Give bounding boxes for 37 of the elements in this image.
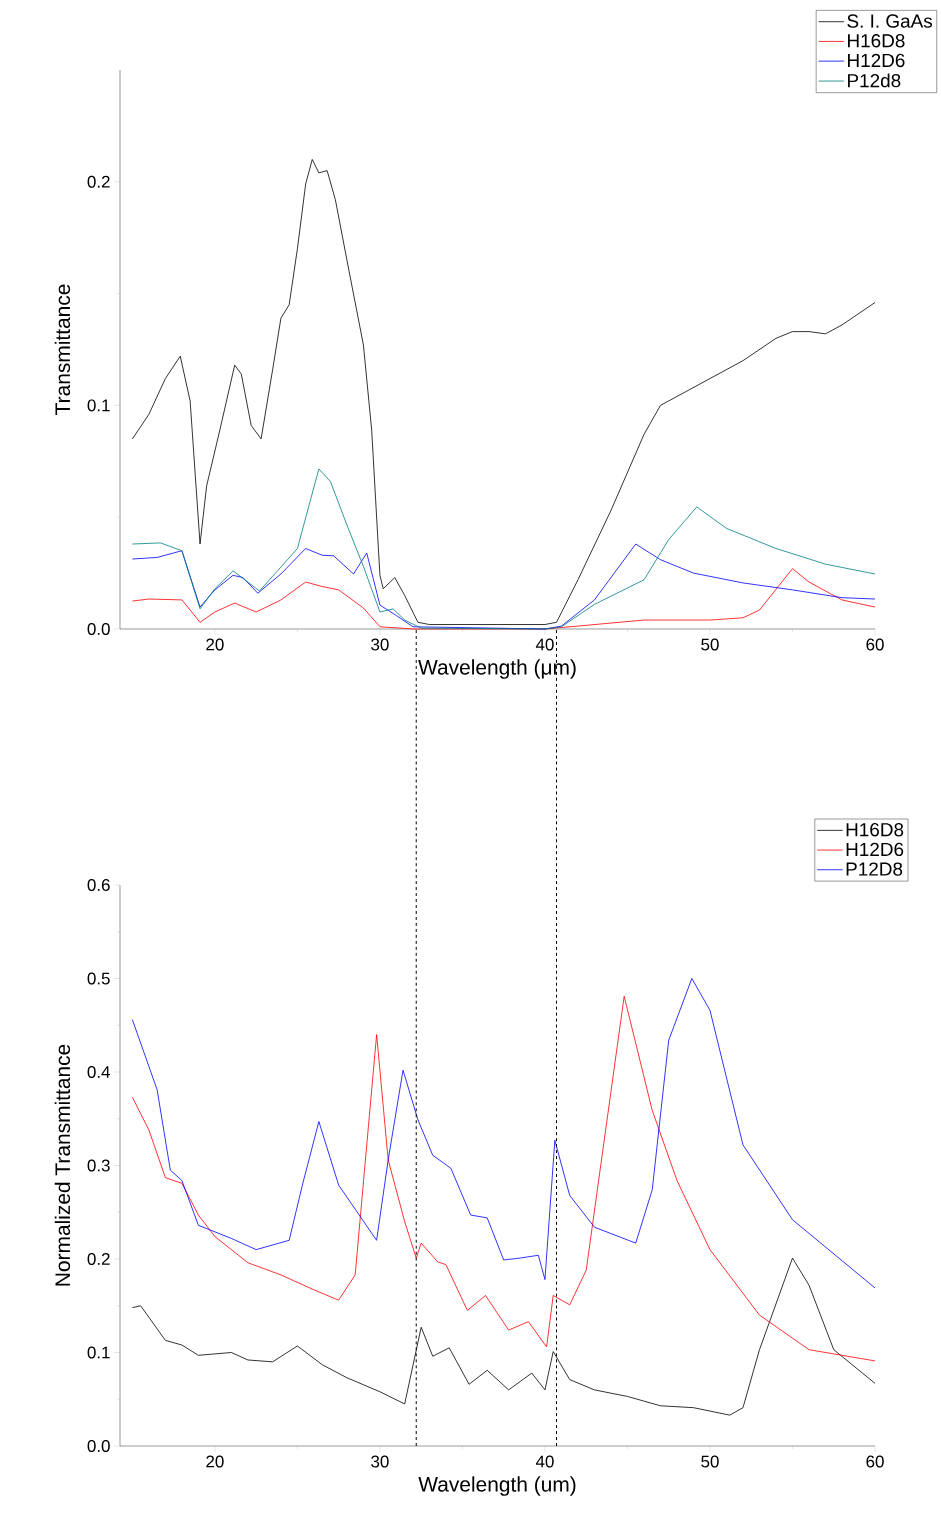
legend-label: P12d8 <box>848 73 901 88</box>
legend-label: P12D8 <box>846 862 903 876</box>
x-tick-label: 50 <box>701 1455 719 1468</box>
line-series <box>131 995 876 1362</box>
y-tick-label: 0.1 <box>87 399 110 412</box>
line-series <box>131 468 876 630</box>
y-tick-label: 0.5 <box>87 972 110 985</box>
y-axis-title: Normalized Transmittance <box>54 1044 71 1286</box>
y-tick-label: 0.0 <box>87 622 110 635</box>
x-tick-label: 60 <box>866 638 884 651</box>
y-tick-label: 0.4 <box>87 1066 110 1078</box>
y-tick-label: 0.3 <box>87 1159 110 1172</box>
line-series <box>131 978 876 1289</box>
y-axis-title: Transmittance <box>54 284 71 415</box>
x-tick-label: 20 <box>206 638 224 651</box>
legend-label: H16D8 <box>846 823 904 837</box>
x-axis-title: Wavelength (um) <box>418 1476 576 1496</box>
line-series <box>131 543 876 630</box>
y-tick-label: 0.6 <box>87 879 110 891</box>
x-tick-label: 60 <box>866 1455 884 1468</box>
y-tick-label: 0.0 <box>87 1440 110 1452</box>
x-tick-label: 20 <box>206 1455 224 1468</box>
x-tick-label: 50 <box>701 638 719 651</box>
y-tick-label: 0.2 <box>87 1253 110 1265</box>
y-tick-label: 0.1 <box>87 1346 110 1359</box>
legend-label: H16D8 <box>848 34 905 48</box>
y-tick-label: 0.2 <box>87 175 110 188</box>
line-series <box>131 159 876 625</box>
x-tick-label: 30 <box>371 638 389 651</box>
x-tick-label: 30 <box>371 1455 389 1468</box>
line-series <box>131 568 876 630</box>
legend-label: H12D6 <box>846 842 904 857</box>
x-tick-label: 40 <box>535 1455 554 1468</box>
legend-label: H12D6 <box>848 53 905 68</box>
x-axis-title: Wavelength (μm) <box>418 659 576 679</box>
x-tick-label: 40 <box>535 638 554 651</box>
legend-label: S. I. GaAs <box>847 14 933 28</box>
